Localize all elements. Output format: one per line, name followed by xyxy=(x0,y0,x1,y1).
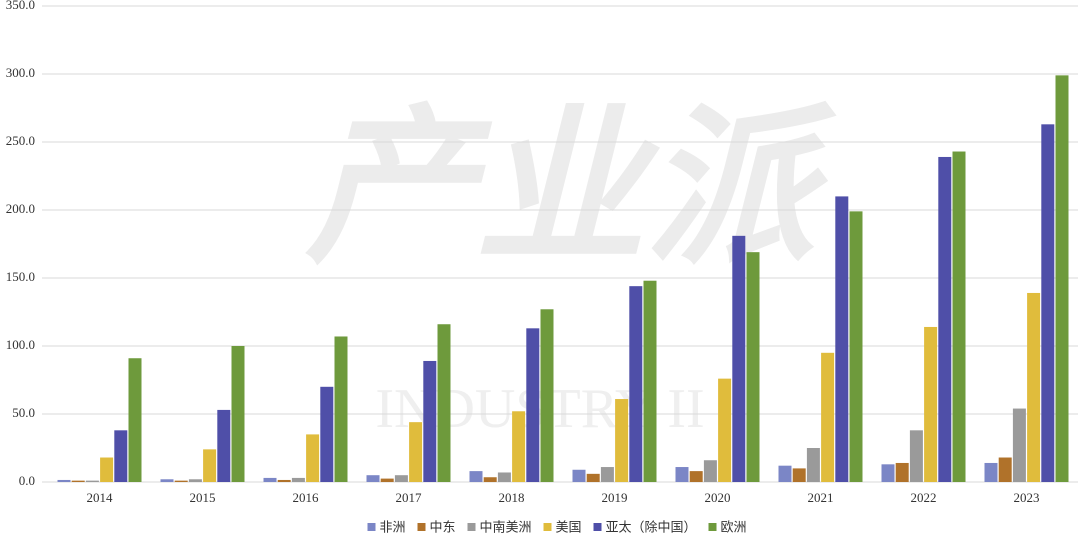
y-tick-label: 300.0 xyxy=(6,65,35,80)
bar xyxy=(469,471,483,482)
bar xyxy=(231,346,245,482)
bar xyxy=(586,473,600,482)
bar xyxy=(924,326,938,482)
bar xyxy=(437,324,451,482)
bar xyxy=(849,211,863,483)
bar xyxy=(835,196,849,482)
bar xyxy=(1027,292,1041,482)
x-tick-label: 2021 xyxy=(808,490,834,505)
bar xyxy=(114,430,128,482)
bar xyxy=(615,399,629,482)
bar xyxy=(540,309,554,482)
legend-label: 中南美洲 xyxy=(480,520,532,536)
legend-label: 非洲 xyxy=(380,521,406,536)
bar xyxy=(71,480,85,482)
bar xyxy=(1041,124,1055,482)
y-tick-label: 50.0 xyxy=(12,405,35,420)
bar xyxy=(746,252,760,482)
bar xyxy=(1055,75,1069,483)
x-tick-label: 2016 xyxy=(293,490,320,505)
bar xyxy=(409,422,423,482)
y-tick-label: 250.0 xyxy=(6,133,35,148)
x-tick-label: 2018 xyxy=(499,490,525,505)
bar xyxy=(380,478,394,482)
bar xyxy=(643,280,657,482)
bar xyxy=(526,328,540,482)
x-tick-label: 2020 xyxy=(705,490,731,505)
bar xyxy=(984,462,998,482)
bar xyxy=(1012,408,1026,482)
bar xyxy=(703,460,717,482)
bar xyxy=(394,475,408,482)
bar xyxy=(320,386,334,482)
y-tick-label: 100.0 xyxy=(6,337,35,352)
bar xyxy=(952,151,966,482)
legend-label: 亚太（除中国） xyxy=(606,521,697,536)
bar xyxy=(160,479,174,482)
bar xyxy=(497,472,511,482)
bar xyxy=(128,358,142,482)
bar xyxy=(778,465,792,482)
legend-label: 美国 xyxy=(556,521,582,536)
bar xyxy=(306,434,320,482)
bar xyxy=(217,409,231,482)
legend-swatch xyxy=(543,523,552,531)
bar xyxy=(483,477,497,482)
bar xyxy=(277,479,291,482)
bar xyxy=(881,464,895,482)
legend-label: 中东 xyxy=(430,521,456,536)
bar xyxy=(100,457,114,482)
bar xyxy=(366,475,380,482)
legend-swatch xyxy=(417,523,426,531)
bar xyxy=(792,468,806,482)
bar xyxy=(600,467,614,482)
bar xyxy=(732,235,746,482)
x-tick-label: 2014 xyxy=(87,490,114,505)
bar xyxy=(291,477,305,482)
x-tick-label: 2015 xyxy=(190,490,216,505)
bar xyxy=(334,336,348,482)
x-tick-label: 2019 xyxy=(602,490,628,505)
legend-label: 欧洲 xyxy=(721,521,747,536)
bar xyxy=(423,360,437,482)
bar xyxy=(895,462,909,482)
x-tick-label: 2022 xyxy=(911,490,937,505)
bar xyxy=(998,457,1012,482)
y-tick-label: 150.0 xyxy=(6,269,35,284)
legend-swatch xyxy=(708,523,717,531)
bar xyxy=(821,352,835,482)
bar xyxy=(909,430,923,482)
bar xyxy=(675,467,689,482)
y-tick-label: 0.0 xyxy=(19,473,35,488)
bar xyxy=(263,477,277,482)
x-tick-label: 2023 xyxy=(1014,490,1040,505)
bar xyxy=(512,411,526,482)
bar xyxy=(806,448,820,482)
bar xyxy=(85,480,99,482)
bar xyxy=(689,471,703,482)
bar xyxy=(938,156,952,482)
legend-swatch xyxy=(467,523,476,531)
y-tick-label: 350.0 xyxy=(6,0,35,12)
bar xyxy=(203,449,217,482)
bar xyxy=(57,479,71,482)
bar xyxy=(174,480,188,482)
bar xyxy=(718,378,732,482)
y-tick-label: 200.0 xyxy=(6,201,35,216)
bar xyxy=(188,479,202,482)
bar xyxy=(629,286,643,482)
legend-swatch xyxy=(593,523,602,531)
legend-swatch xyxy=(367,523,376,531)
x-tick-label: 2017 xyxy=(396,490,423,505)
bar xyxy=(572,469,586,482)
